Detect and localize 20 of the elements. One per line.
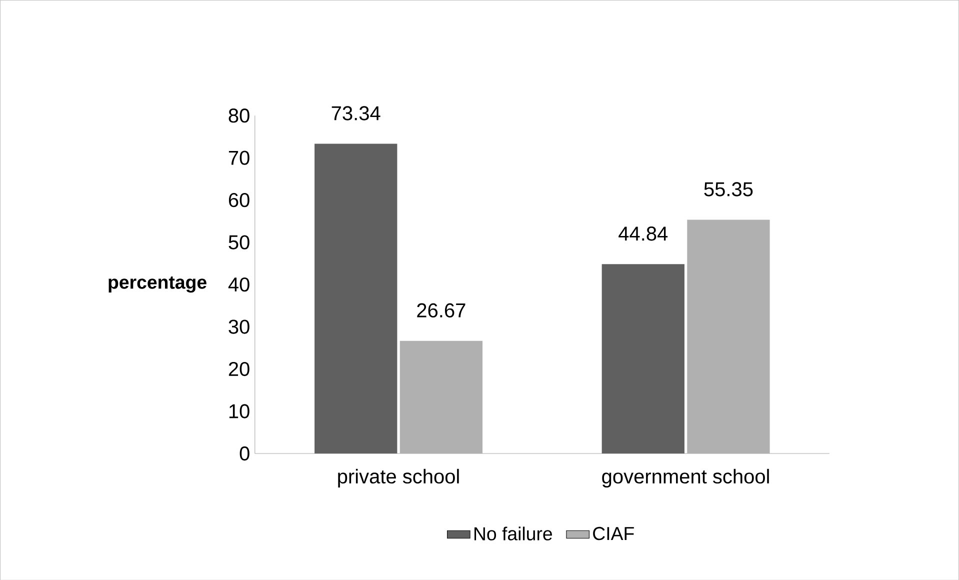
y-tick-label: 50 bbox=[228, 235, 250, 250]
y-tick-label: 10 bbox=[229, 404, 250, 418]
y-tick-label: 0 bbox=[240, 446, 250, 460]
x-tick-label: government school bbox=[602, 468, 769, 488]
data-label: 44.84 bbox=[618, 226, 668, 241]
y-tick-label: 20 bbox=[228, 362, 250, 376]
legend-label: CIAF bbox=[593, 526, 634, 540]
data-label: 26.67 bbox=[417, 303, 466, 318]
data-label: 55.35 bbox=[704, 182, 753, 196]
bar bbox=[602, 264, 684, 454]
y-axis-title: percentage bbox=[108, 276, 206, 292]
legend-label: No failure bbox=[474, 526, 552, 540]
y-tick-label: 80 bbox=[228, 108, 250, 122]
y-tick-label: 70 bbox=[228, 150, 250, 165]
y-tick-label: 30 bbox=[228, 319, 250, 334]
bar bbox=[314, 144, 398, 454]
y-tick-label: 40 bbox=[228, 277, 250, 292]
x-tick-label: private school bbox=[338, 468, 459, 488]
data-label: 73.34 bbox=[332, 106, 380, 120]
y-tick-label: 60 bbox=[228, 192, 250, 207]
